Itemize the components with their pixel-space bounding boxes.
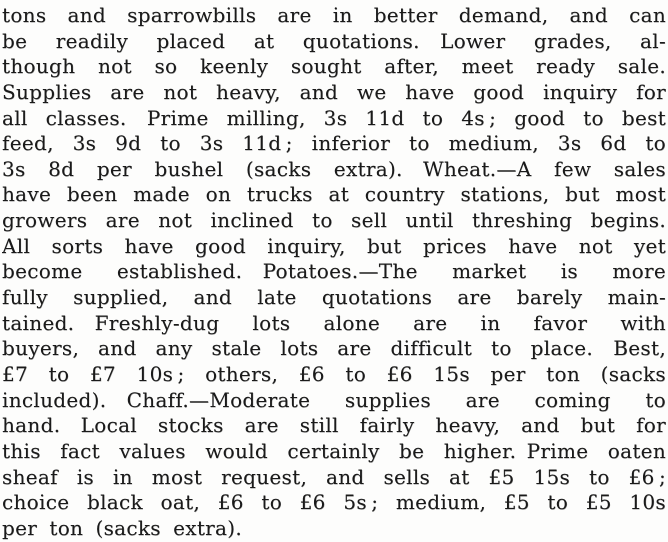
text-line: per ton (sacks extra). [2,515,243,540]
text-line: buyers, and any stale lots are difficult… [2,336,666,361]
text-line: though not so keenly sought after, meet … [2,54,666,79]
article-text-column: tons and sparrowbills are in better dema… [2,3,666,541]
text-line: 3s 8d per bushel (sacks extra). Wheat.—A… [2,156,666,181]
text-line: All sorts have good inquiry, but prices … [2,233,666,258]
text-line: Supplies are not heavy, and we have good… [2,79,666,104]
text-line: growers are not inclined to sell until t… [2,208,666,233]
text-line: become established. Potatoes.—The market… [2,259,666,284]
text-line: all classes. Prime milling, 3s 11d to 4s… [2,105,666,130]
text-line: have been made on trucks at country stat… [2,182,666,207]
text-line: feed, 3s 9d to 3s 11d ; inferior to medi… [2,131,666,156]
text-line: tons and sparrowbills are in better dema… [2,3,666,27]
text-line: this fact values would certainly be high… [2,438,666,463]
text-line: £7 to £7 10s ; others, £6 to £6 15s per … [2,361,666,386]
text-line: choice black oat, £6 to £6 5s ; medium, … [2,490,666,515]
text-line: fully supplied, and late quotations are … [2,285,666,310]
text-line: sheaf is in most request, and sells at £… [2,464,666,489]
text-line: included). Chaff.—Moderate supplies are … [2,387,666,412]
text-line: hand. Local stocks are still fairly heav… [2,413,666,438]
text-line: tained. Freshly-dug lots alone are in fa… [2,310,666,335]
text-line: be readily placed at quotations. Lower g… [2,28,666,53]
